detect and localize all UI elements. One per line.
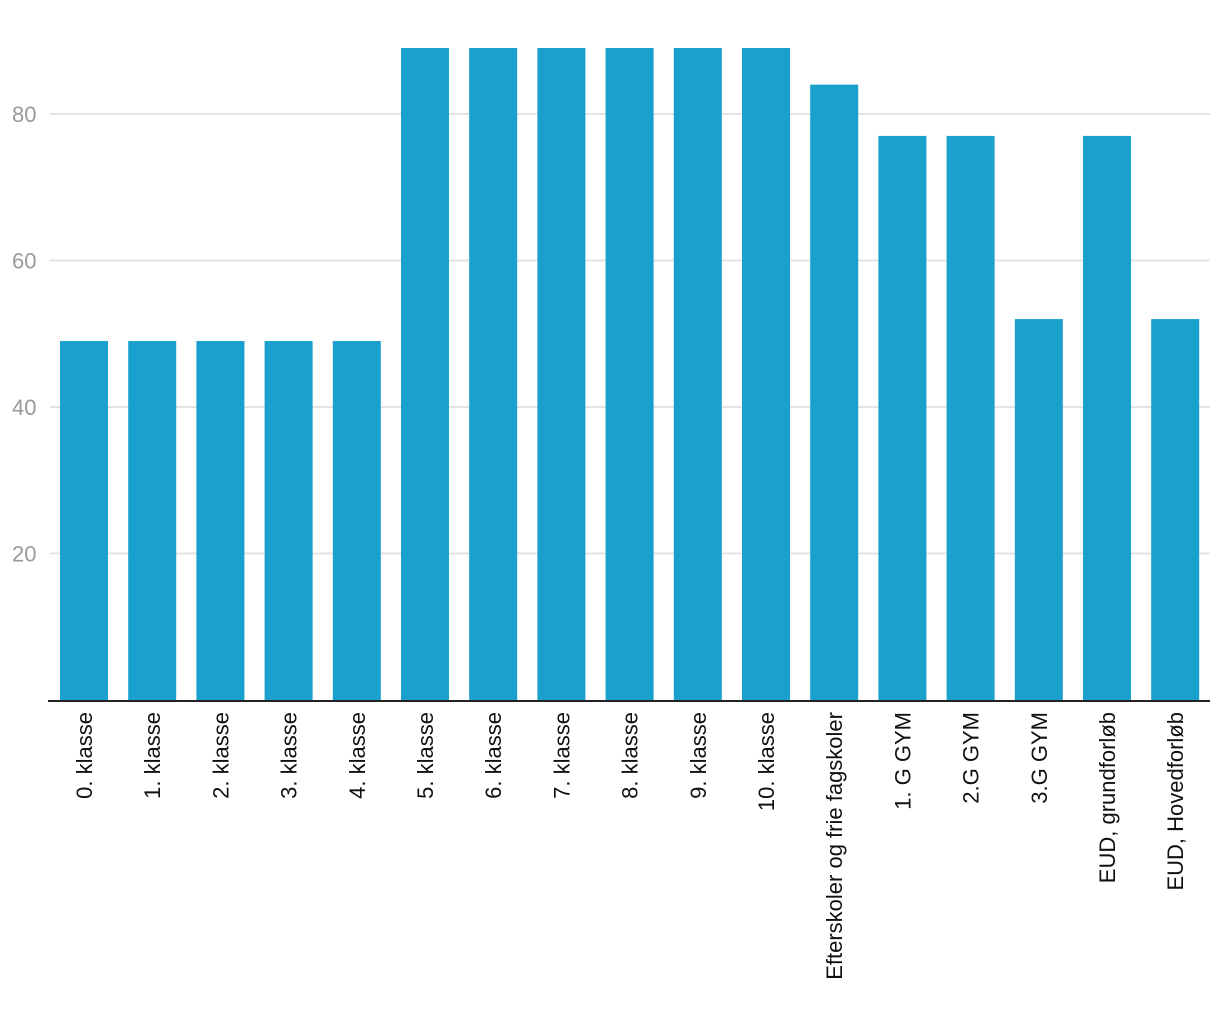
y-tick-label: 20 [12, 541, 36, 566]
y-tick-label: 80 [12, 102, 36, 127]
bar-16 [1151, 319, 1200, 700]
bar-9 [673, 48, 722, 700]
x-tick-label: 3.G GYM [1027, 712, 1052, 804]
x-tick-label: 3. klasse [277, 712, 302, 799]
bar-7 [537, 48, 586, 700]
x-tick-label: 0. klasse [72, 712, 97, 799]
x-tick-label: 1. G GYM [890, 712, 915, 810]
bar-8 [605, 48, 654, 700]
bar-12 [878, 135, 927, 701]
x-tick-label: 2. klasse [208, 712, 233, 799]
bar-15 [1083, 135, 1131, 701]
bar-14 [1014, 319, 1063, 700]
x-tick-label: 1. klasse [140, 712, 165, 799]
bar-3 [264, 341, 313, 700]
bar-2 [196, 341, 245, 700]
y-tick-label: 60 [12, 248, 36, 273]
x-tick-label: EUD, Hovedforløb [1163, 712, 1188, 891]
bar-4 [332, 341, 381, 700]
bars [60, 48, 1200, 701]
x-tick-label: 2.G GYM [959, 712, 984, 804]
bar-1 [128, 341, 177, 700]
bar-10 [742, 48, 790, 700]
x-axis-ticks: 0. klasse 1. klasse 2. klasse 3. klasse 4. k… [72, 712, 1188, 980]
x-tick-label: 7. klasse [549, 712, 574, 799]
x-tick-label: 8. klasse [618, 712, 643, 799]
bar-13 [946, 135, 995, 701]
y-tick-label: 40 [12, 395, 36, 420]
y-axis-ticks: 20 40 60 80 [12, 102, 36, 567]
bar-5 [401, 48, 449, 700]
bar-11 [810, 84, 859, 700]
x-tick-label: Efterskoler og frie fagskoler [822, 712, 847, 980]
x-tick-label: 5. klasse [413, 712, 438, 799]
x-tick-label: EUD, grundforløb [1095, 712, 1120, 883]
x-tick-label: 9. klasse [686, 712, 711, 799]
x-tick-label: 10. klasse [754, 712, 779, 811]
x-tick-label: 6. klasse [481, 712, 506, 799]
bar-6 [469, 48, 518, 700]
bar-0 [60, 341, 108, 700]
x-tick-label: 4. klasse [345, 712, 370, 799]
